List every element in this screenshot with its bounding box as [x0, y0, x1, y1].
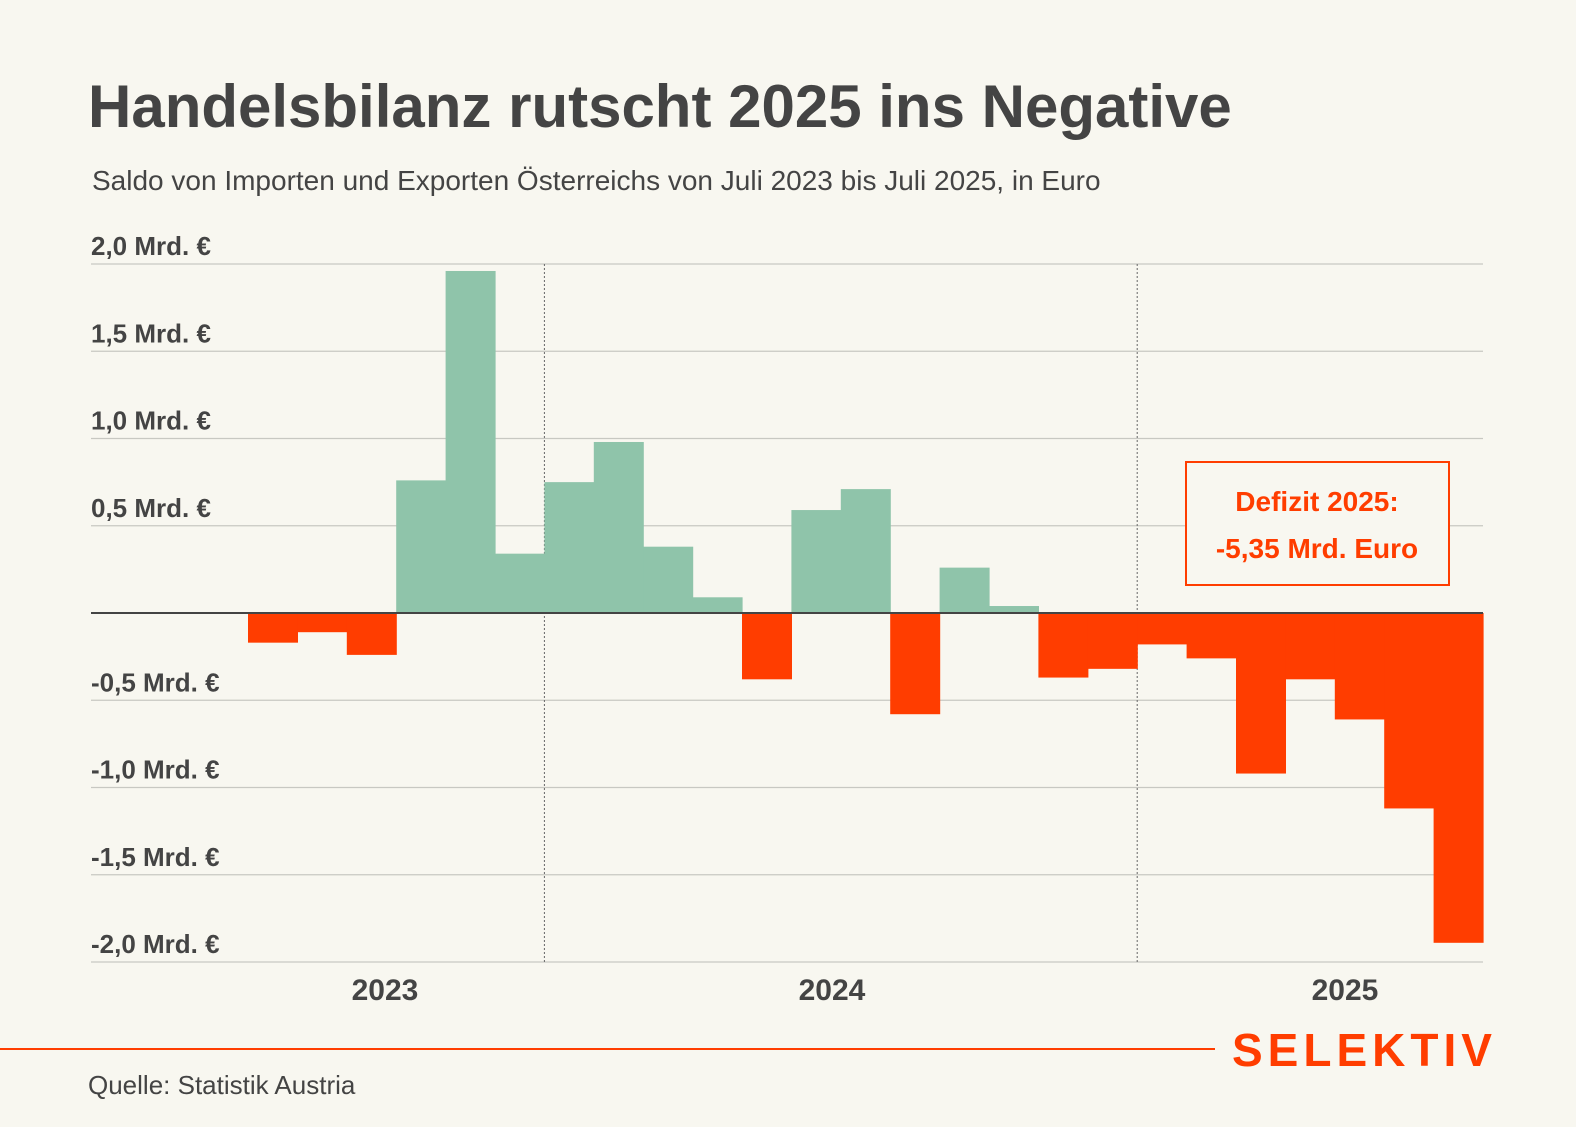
y-tick-label: -1,5 Mrd. €	[91, 842, 220, 872]
y-tick-label: 0,5 Mrd. €	[91, 493, 211, 523]
bar-2024-10	[989, 606, 1039, 613]
annotation-line2: -5,35 Mrd. Euro	[1216, 533, 1418, 564]
y-tick-label: -1,0 Mrd. €	[91, 755, 220, 785]
bar-2024-04	[692, 597, 743, 613]
bar-2024-03	[643, 546, 694, 613]
bar-2023-10	[396, 480, 447, 613]
bar-2025-03	[1236, 613, 1286, 774]
bars	[248, 270, 1484, 943]
chart-title: Handelsbilanz rutscht 2025 ins Negative	[88, 73, 1232, 140]
bar-2023-07	[248, 613, 298, 643]
bar-2025-04	[1285, 613, 1336, 680]
bar-2025-05	[1334, 613, 1385, 720]
bar-2025-01	[1137, 613, 1188, 645]
y-tick-label: -0,5 Mrd. €	[91, 667, 220, 697]
chart-subtitle: Saldo von Importen und Exporten Österrei…	[92, 165, 1101, 196]
year-label-2024: 2024	[799, 974, 866, 1007]
bar-2023-11	[445, 270, 496, 613]
y-tick-label: -2,0 Mrd. €	[91, 929, 220, 959]
bar-2023-09	[346, 613, 397, 655]
bar-2024-11	[1038, 613, 1089, 678]
y-tick-label: 1,5 Mrd. €	[91, 318, 211, 348]
bar-2025-07	[1433, 613, 1484, 943]
annotation-line1: Defizit 2025:	[1235, 486, 1398, 517]
bar-2024-05	[742, 613, 792, 680]
bar-2024-07	[840, 489, 891, 613]
bar-2025-02	[1186, 613, 1237, 659]
year-label-2023: 2023	[352, 974, 419, 1007]
bar-2023-12	[495, 553, 545, 613]
bar-2023-08	[297, 613, 348, 633]
bar-2024-09	[939, 567, 990, 613]
year-label-2025: 2025	[1312, 974, 1379, 1007]
bar-2025-06	[1384, 613, 1435, 809]
bar-2024-01	[544, 482, 595, 613]
brand-logo: SELEKTIV	[1232, 1024, 1497, 1076]
annotation-box: Defizit 2025: -5,35 Mrd. Euro	[1185, 461, 1450, 586]
bar-2024-06	[791, 510, 842, 613]
grid: 2,0 Mrd. € 1,5 Mrd. € 1,0 Mrd. € 0,5 Mrd. €…	[91, 231, 1483, 963]
y-tick-label: 1,0 Mrd. €	[91, 406, 211, 436]
bar-2024-02	[593, 441, 644, 613]
bar-2024-12	[1087, 613, 1138, 669]
source-note: Quelle: Statistik Austria	[88, 1070, 356, 1100]
y-tick-label: 2,0 Mrd. €	[91, 231, 211, 261]
bar-2024-08	[890, 613, 941, 715]
